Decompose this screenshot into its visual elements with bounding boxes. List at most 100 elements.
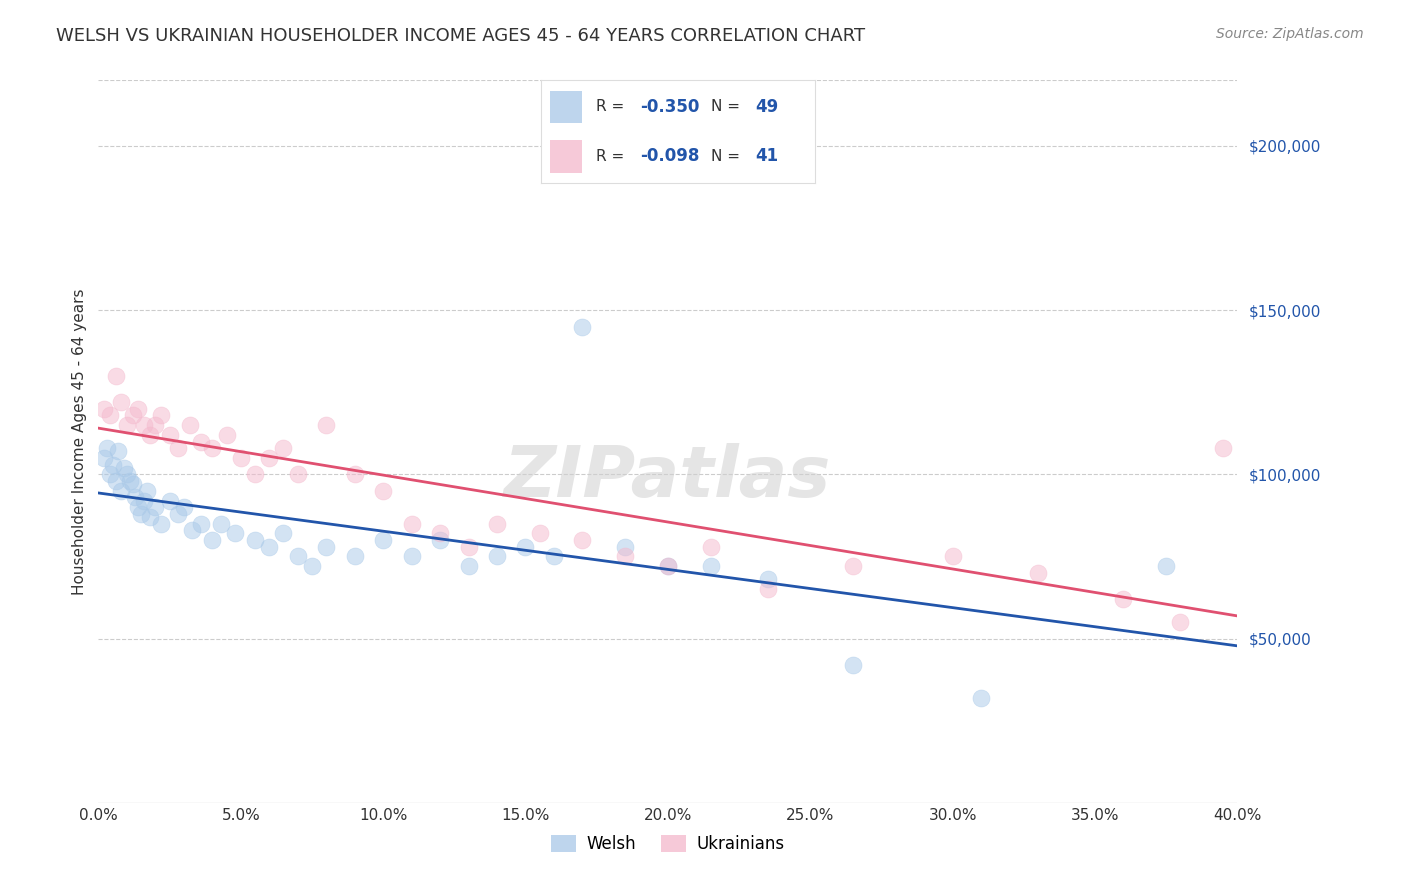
Point bbox=[135, 483, 157, 498]
Point bbox=[150, 409, 173, 423]
Point bbox=[970, 690, 993, 705]
Point bbox=[124, 491, 146, 505]
Point bbox=[657, 559, 679, 574]
Point bbox=[110, 483, 132, 498]
Point bbox=[145, 418, 167, 433]
Point bbox=[842, 559, 865, 574]
Point bbox=[121, 409, 143, 423]
Text: -0.098: -0.098 bbox=[640, 147, 699, 165]
Point bbox=[201, 441, 224, 455]
Point bbox=[115, 418, 138, 433]
Point bbox=[287, 549, 309, 564]
Point bbox=[98, 409, 121, 423]
Point bbox=[138, 510, 160, 524]
Point bbox=[529, 526, 551, 541]
Point bbox=[842, 657, 865, 672]
Point bbox=[343, 549, 366, 564]
Point bbox=[179, 418, 201, 433]
Point bbox=[614, 549, 637, 564]
Point bbox=[107, 444, 129, 458]
Point bbox=[1112, 592, 1135, 607]
Point bbox=[167, 441, 190, 455]
Point bbox=[571, 533, 593, 547]
Point bbox=[515, 540, 537, 554]
Point bbox=[118, 474, 141, 488]
Text: R =: R = bbox=[596, 149, 630, 164]
Point bbox=[121, 477, 143, 491]
Point bbox=[129, 507, 152, 521]
Point bbox=[273, 526, 295, 541]
Point bbox=[1026, 566, 1049, 580]
Point bbox=[373, 483, 395, 498]
Point bbox=[209, 516, 232, 531]
Point bbox=[315, 540, 337, 554]
Point bbox=[224, 526, 246, 541]
Point bbox=[756, 573, 779, 587]
Point bbox=[486, 516, 509, 531]
Point bbox=[457, 540, 479, 554]
Point bbox=[159, 493, 181, 508]
Text: 49: 49 bbox=[755, 98, 779, 116]
Text: ZIPatlas: ZIPatlas bbox=[505, 443, 831, 512]
Point bbox=[373, 533, 395, 547]
Point bbox=[429, 526, 451, 541]
Point bbox=[190, 434, 212, 449]
Point bbox=[132, 493, 155, 508]
Point bbox=[201, 533, 224, 547]
Point bbox=[699, 540, 721, 554]
Point bbox=[1154, 559, 1177, 574]
Text: WELSH VS UKRAINIAN HOUSEHOLDER INCOME AGES 45 - 64 YEARS CORRELATION CHART: WELSH VS UKRAINIAN HOUSEHOLDER INCOME AG… bbox=[56, 27, 865, 45]
Point bbox=[93, 401, 115, 416]
Point bbox=[301, 559, 323, 574]
Text: -0.350: -0.350 bbox=[640, 98, 699, 116]
Point bbox=[104, 368, 127, 383]
Text: 41: 41 bbox=[755, 147, 779, 165]
Text: R =: R = bbox=[596, 99, 630, 114]
Point bbox=[110, 395, 132, 409]
Point bbox=[112, 460, 135, 475]
Bar bbox=[550, 140, 582, 173]
Point bbox=[614, 540, 637, 554]
Point bbox=[457, 559, 479, 574]
Point bbox=[401, 516, 423, 531]
Point bbox=[1170, 615, 1192, 630]
Point bbox=[699, 559, 721, 574]
Point bbox=[259, 540, 281, 554]
Y-axis label: Householder Income Ages 45 - 64 years: Householder Income Ages 45 - 64 years bbox=[72, 288, 87, 595]
Text: N =: N = bbox=[711, 149, 745, 164]
Point bbox=[150, 516, 173, 531]
Point bbox=[127, 500, 149, 515]
Point bbox=[104, 474, 127, 488]
Point bbox=[167, 507, 190, 521]
Point bbox=[132, 418, 155, 433]
Point bbox=[315, 418, 337, 433]
Point bbox=[486, 549, 509, 564]
Point bbox=[138, 428, 160, 442]
Point bbox=[1212, 441, 1234, 455]
Point bbox=[173, 500, 195, 515]
Point bbox=[145, 500, 167, 515]
Point bbox=[181, 523, 204, 537]
Point bbox=[115, 467, 138, 482]
Text: Source: ZipAtlas.com: Source: ZipAtlas.com bbox=[1216, 27, 1364, 41]
Point bbox=[401, 549, 423, 564]
Point bbox=[98, 467, 121, 482]
Point bbox=[543, 549, 565, 564]
Point bbox=[287, 467, 309, 482]
Point bbox=[229, 450, 252, 465]
Point bbox=[273, 441, 295, 455]
Text: N =: N = bbox=[711, 99, 745, 114]
Point bbox=[93, 450, 115, 465]
Point bbox=[942, 549, 965, 564]
Point bbox=[259, 450, 281, 465]
Point bbox=[190, 516, 212, 531]
Point bbox=[243, 467, 266, 482]
Point bbox=[96, 441, 118, 455]
Point bbox=[101, 458, 124, 472]
Legend: Welsh, Ukrainians: Welsh, Ukrainians bbox=[544, 828, 792, 860]
Point bbox=[159, 428, 181, 442]
Bar bbox=[550, 91, 582, 123]
Point bbox=[657, 559, 679, 574]
Point bbox=[756, 582, 779, 597]
Point bbox=[127, 401, 149, 416]
